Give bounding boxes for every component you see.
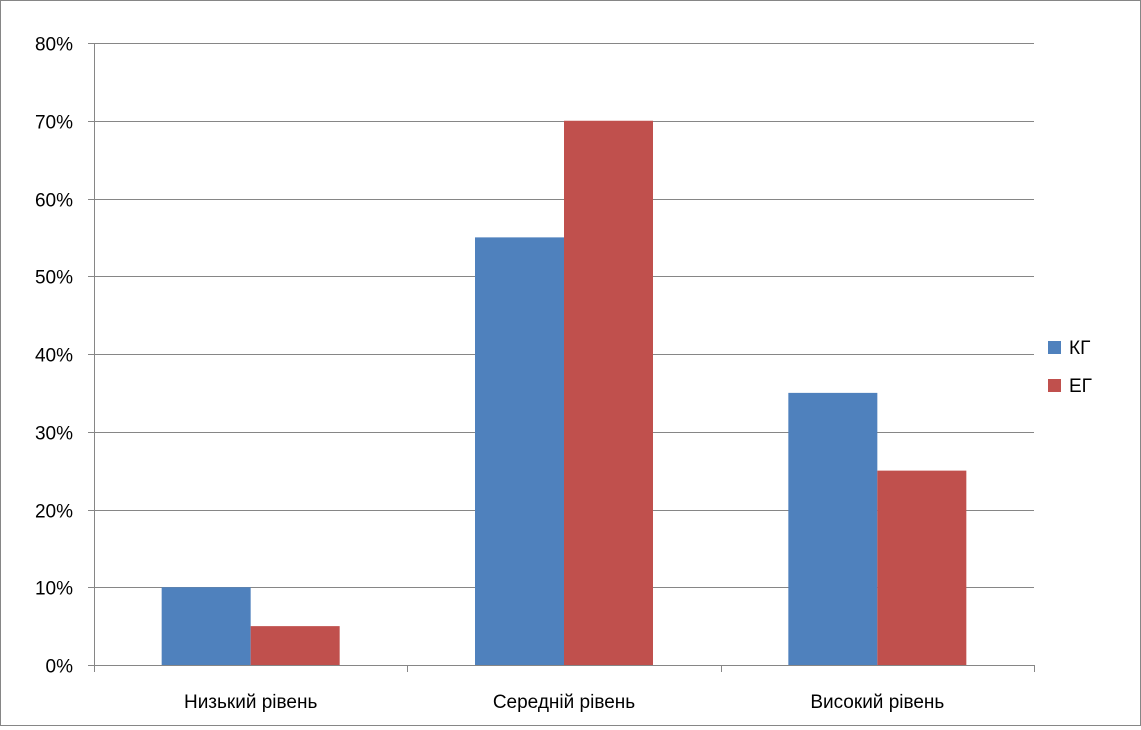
- legend: КГ ЕГ: [1048, 338, 1092, 397]
- bar-kg-2: [475, 237, 564, 665]
- x-category-label: Середній рівень: [493, 692, 635, 713]
- bar-kg-1: [161, 587, 251, 665]
- bar-eg-3: [877, 470, 967, 665]
- bars: [161, 120, 967, 665]
- y-tick-label: 30%: [35, 424, 73, 445]
- y-tick-label: 70%: [35, 113, 73, 134]
- x-category-label: Низький рівень: [184, 692, 317, 713]
- axes: [88, 43, 1035, 672]
- x-category-label: Високий рівень: [810, 692, 944, 713]
- legend-swatch: [1048, 341, 1061, 354]
- bar-kg-3: [788, 392, 878, 665]
- bar-eg-2: [564, 120, 653, 665]
- y-tick-label: 60%: [35, 191, 73, 212]
- y-tick-label: 80%: [35, 35, 73, 56]
- y-tick-label: 0%: [46, 657, 74, 678]
- y-tick-label: 10%: [35, 579, 73, 600]
- legend-swatch: [1048, 379, 1061, 392]
- y-tick-label: 20%: [35, 502, 73, 523]
- y-tick-label: 40%: [35, 346, 73, 367]
- legend-label: ЕГ: [1069, 376, 1092, 397]
- legend-label: КГ: [1069, 338, 1090, 359]
- axis-labels: 0% 10% 20% 30% 40% 50% 60% 70% 80% Низький рівень…: [35, 35, 944, 714]
- bar-eg-1: [250, 626, 340, 665]
- y-tick-label: 50%: [35, 268, 73, 289]
